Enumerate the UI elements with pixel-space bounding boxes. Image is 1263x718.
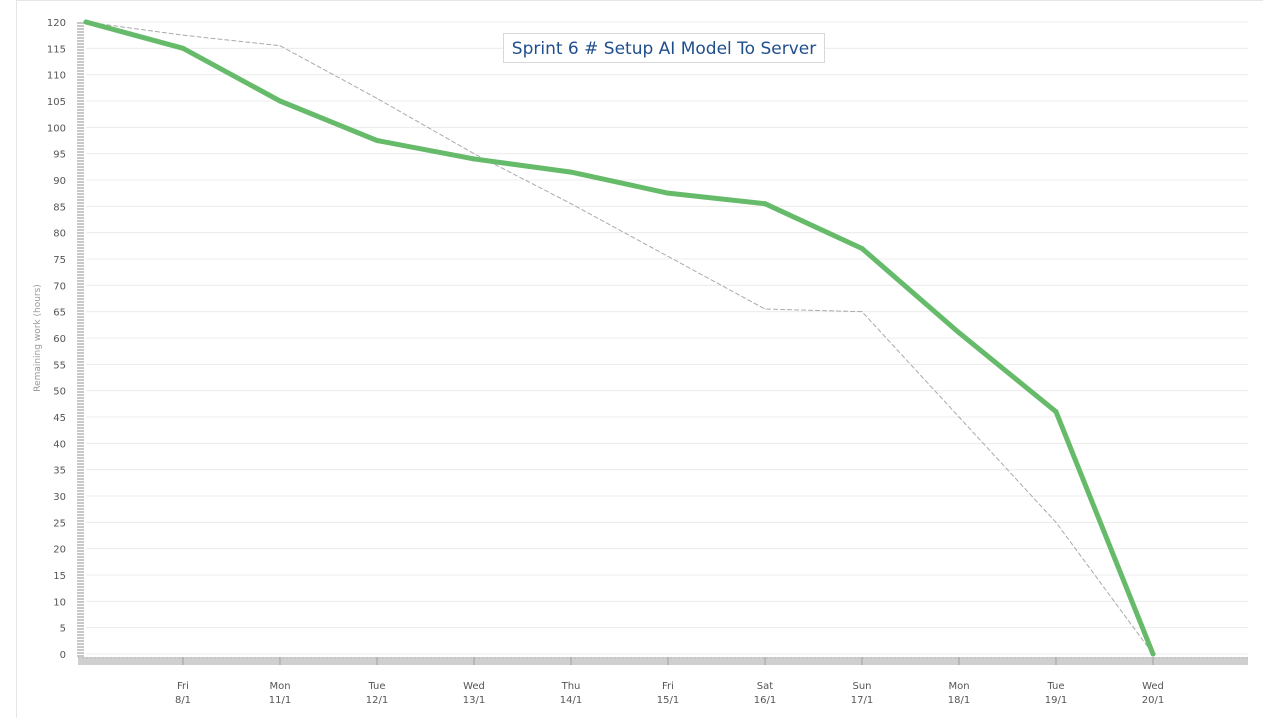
y-tick-label: 30 [53, 492, 66, 503]
x-tick-day: Thu [561, 681, 581, 692]
x-tick-date: 18/1 [948, 695, 970, 706]
chart-frame [16, 0, 1263, 718]
y-tick-label: 5 [60, 624, 66, 635]
y-tick-label: 60 [53, 334, 66, 345]
remaining-point [471, 156, 477, 162]
remaining-point [1053, 409, 1059, 415]
x-tick-day: Wed [1142, 681, 1164, 692]
y-tick-label: 50 [53, 387, 66, 398]
x-tick-date: 12/1 [366, 695, 388, 706]
y-tick-label: 15 [53, 571, 66, 582]
x-tick-day: Mon [269, 681, 290, 692]
remaining-point [180, 45, 186, 51]
y-tick-label: 35 [53, 466, 66, 477]
y-tick-label: 105 [47, 97, 66, 108]
x-tick-day: Tue [1046, 681, 1064, 692]
ideal-point [861, 311, 863, 313]
x-tick-day: Mon [948, 681, 969, 692]
remaining-point [83, 19, 89, 25]
x-tick-day: Tue [367, 681, 385, 692]
y-tick-label: 10 [53, 597, 66, 608]
x-tick-date: 19/1 [1045, 695, 1067, 706]
y-tick-label: 40 [53, 439, 66, 450]
remaining-point [568, 169, 574, 175]
ideal-point [958, 416, 960, 418]
x-tick-date: 11/1 [269, 695, 291, 706]
y-tick-label: 100 [47, 123, 66, 134]
y-tick-label: 80 [53, 229, 66, 240]
ideal-point [764, 308, 766, 310]
y-tick-label: 55 [53, 360, 66, 371]
ideal-point [279, 45, 281, 47]
x-tick-date: 15/1 [657, 695, 679, 706]
x-tick-date: 16/1 [754, 695, 776, 706]
x-tick-day: Fri [662, 681, 674, 692]
remaining-point [374, 138, 380, 143]
y-tick-label: 110 [47, 71, 66, 82]
remaining-point [956, 330, 962, 336]
y-axis-title: Remaining work (hours) [33, 284, 43, 392]
x-axis-strip [78, 657, 1248, 665]
y-tick-label: 70 [53, 281, 66, 292]
y-tick-label: 65 [53, 308, 66, 319]
y-tick-label: 0 [60, 650, 66, 661]
ideal-point [473, 153, 475, 155]
x-tick-date: 20/1 [1142, 695, 1164, 706]
remaining-point [762, 201, 768, 207]
x-tick-day: Fri [177, 681, 189, 692]
y-tick-label: 120 [47, 18, 66, 29]
y-tick-label: 75 [53, 255, 66, 266]
ideal-point [667, 255, 669, 257]
y-tick-label: 25 [53, 518, 66, 529]
x-tick-date: 13/1 [463, 695, 485, 706]
x-tick-day: Sat [757, 681, 773, 692]
ideal-point [376, 97, 378, 99]
remaining-point [859, 245, 865, 251]
ideal-trend-line [85, 21, 1154, 655]
x-tick-date: 14/1 [560, 695, 582, 706]
y-tick-label: 95 [53, 150, 66, 161]
remaining-point [665, 190, 671, 196]
x-tick-day: Sun [852, 681, 871, 692]
ideal-point [182, 34, 184, 36]
x-tick-day: Wed [463, 681, 485, 692]
y-tick-label: 115 [47, 44, 66, 55]
remaining-work-line [83, 19, 1156, 657]
y-tick-label: 45 [53, 413, 66, 424]
ideal-point [570, 203, 572, 205]
y-tick-label: 85 [53, 202, 66, 213]
remaining-point [277, 98, 283, 104]
x-tick-date: 17/1 [851, 695, 873, 706]
y-tick-label: 20 [53, 545, 66, 556]
remaining-point [1150, 651, 1156, 657]
x-tick-date: 8/1 [175, 695, 191, 706]
ideal-point [1055, 521, 1057, 523]
chart-title: Sprint 6 # Setup AI Model To Server [503, 33, 825, 63]
y-tick-label: 90 [53, 176, 66, 187]
